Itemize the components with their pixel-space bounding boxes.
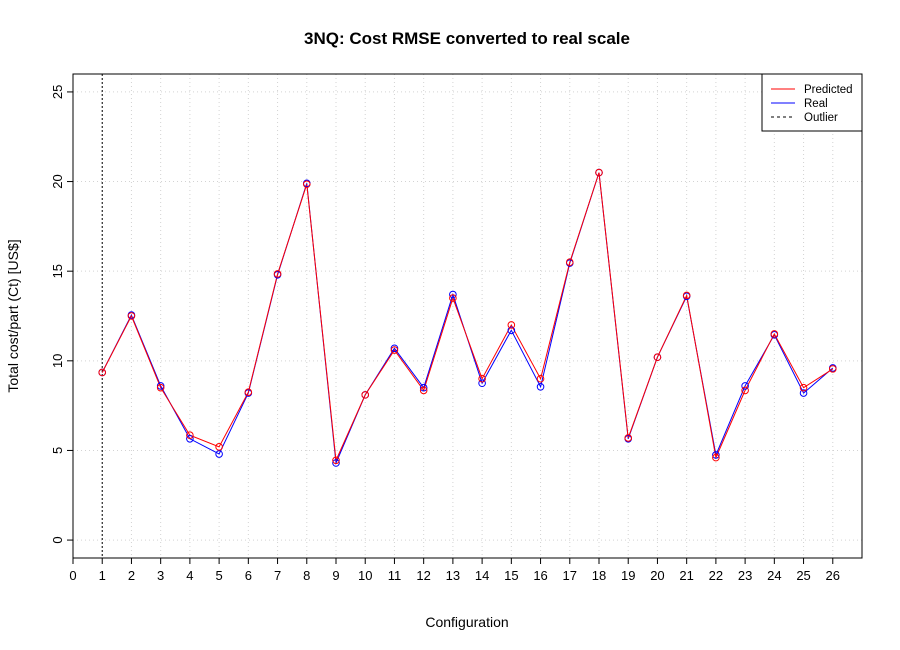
point-real [507,326,516,335]
point-predicted [419,386,428,395]
x-axis-label: Configuration [425,614,508,630]
x-tick-label: 5 [215,568,222,583]
y-tick-label: 25 [50,85,65,99]
chart-title: 3NQ: Cost RMSE converted to real scale [304,29,630,48]
y-tick-label: 5 [50,447,65,454]
point-real [419,383,428,392]
point-real [712,451,720,459]
x-tick-label: 19 [621,568,635,583]
point-predicted [507,321,516,329]
x-tick-label: 0 [69,568,76,583]
x-tick-label: 24 [767,568,781,583]
x-tick-label: 4 [186,568,193,583]
point-predicted [478,374,486,383]
point-predicted [536,374,545,383]
point-predicted [712,453,720,462]
x-tick-label: 6 [245,568,252,583]
legend-predicted-label: Predicted [804,84,853,96]
point-predicted [244,388,253,396]
x-tick-label: 3 [157,568,164,583]
point-predicted [828,365,837,373]
point-predicted [302,180,311,189]
point-real [741,382,749,390]
point-predicted [799,383,808,392]
x-tick-label: 2 [128,568,135,583]
grid [72,74,862,558]
point-predicted [215,443,223,451]
y-axis-label: Total cost/part (Ct) [US$] [5,239,21,392]
x-tick-label: 11 [388,568,402,583]
x-tick-label: 12 [416,568,430,583]
point-real [332,459,340,467]
y-tick-label: 20 [50,174,65,188]
y-tick-label: 10 [50,354,65,368]
point-predicted [741,386,749,395]
point-real [478,379,486,388]
x-tick-label: 23 [738,568,752,583]
x-tick-label: 17 [563,568,577,583]
point-real [215,450,223,458]
series-layer [98,168,837,467]
point-predicted [565,258,574,267]
x-tick-label: 25 [796,568,810,583]
y-tick-label: 15 [50,264,65,278]
x-tick-label: 16 [533,568,547,583]
point-predicted [449,294,457,302]
x-tick-label: 21 [679,568,693,583]
legend: Predicted Real Outlier [761,73,863,132]
x-tick-label: 20 [650,568,664,583]
series-line-real [101,172,834,465]
point-predicted [156,383,165,392]
axes: 0 1 2 3 4 5 6 7 8 9 10 11 12 13 14 15 16 17 18 19 20 21 22 23 24… [50,85,840,583]
x-tick-label: 14 [475,568,489,583]
point-predicted [624,434,633,442]
series-line-predicted [101,172,834,463]
point-real [536,383,545,391]
point-predicted [595,168,603,177]
point-real [799,389,808,397]
x-tick-label: 18 [592,568,606,583]
point-real [449,290,457,299]
point-predicted [682,291,691,300]
x-tick-label: 10 [358,568,372,583]
x-tick-label: 7 [274,568,281,583]
point-predicted [390,346,399,354]
x-tick-label: 13 [446,568,460,583]
x-tick-label: 26 [826,568,840,583]
x-tick-label: 15 [504,568,518,583]
point-predicted [98,368,107,377]
point-predicted [653,353,662,362]
point-predicted [332,456,340,465]
y-tick-label: 0 [50,536,65,543]
point-predicted [273,270,282,278]
point-predicted [770,330,779,338]
x-tick-label: 8 [303,568,310,583]
point-predicted [186,431,194,440]
plot-area-border [72,73,863,559]
point-real [186,434,194,443]
x-tick-label: 1 [99,568,106,583]
x-tick-label: 22 [709,568,723,583]
legend-outlier-label: Outlier [804,112,838,124]
legend-real-label: Real [804,98,828,110]
point-predicted [361,391,370,399]
x-tick-label: 9 [332,568,339,583]
point-predicted [127,312,136,320]
